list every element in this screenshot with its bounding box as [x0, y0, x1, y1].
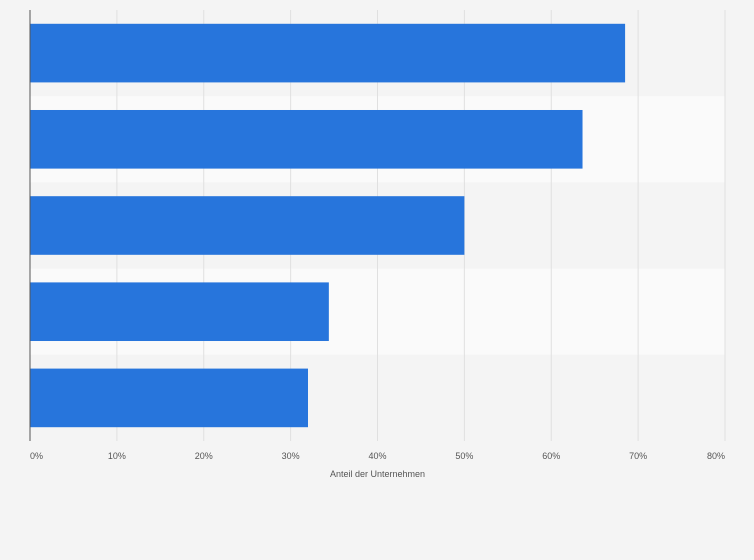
x-tick-label: 40%: [368, 451, 386, 461]
x-tick-labels: 0% 10% 20% 30% 40% 50% 60% 70% 80%: [30, 451, 725, 461]
x-tick-label: 70%: [629, 451, 647, 461]
x-tick-label: 60%: [542, 451, 560, 461]
x-tick-label: 50%: [455, 451, 473, 461]
x-tick-label: 80%: [707, 451, 725, 461]
x-tick-label: 10%: [108, 451, 126, 461]
x-tick-label: 30%: [282, 451, 300, 461]
x-tick-label: 20%: [195, 451, 213, 461]
bar: [30, 196, 465, 255]
bars: [30, 23, 626, 428]
bar: [30, 109, 583, 169]
bar: [30, 23, 626, 83]
bar: [30, 368, 308, 428]
bar: [30, 282, 329, 342]
x-axis-title: Anteil der Unternehmen: [330, 469, 425, 479]
x-tick-label: 0%: [30, 451, 43, 461]
